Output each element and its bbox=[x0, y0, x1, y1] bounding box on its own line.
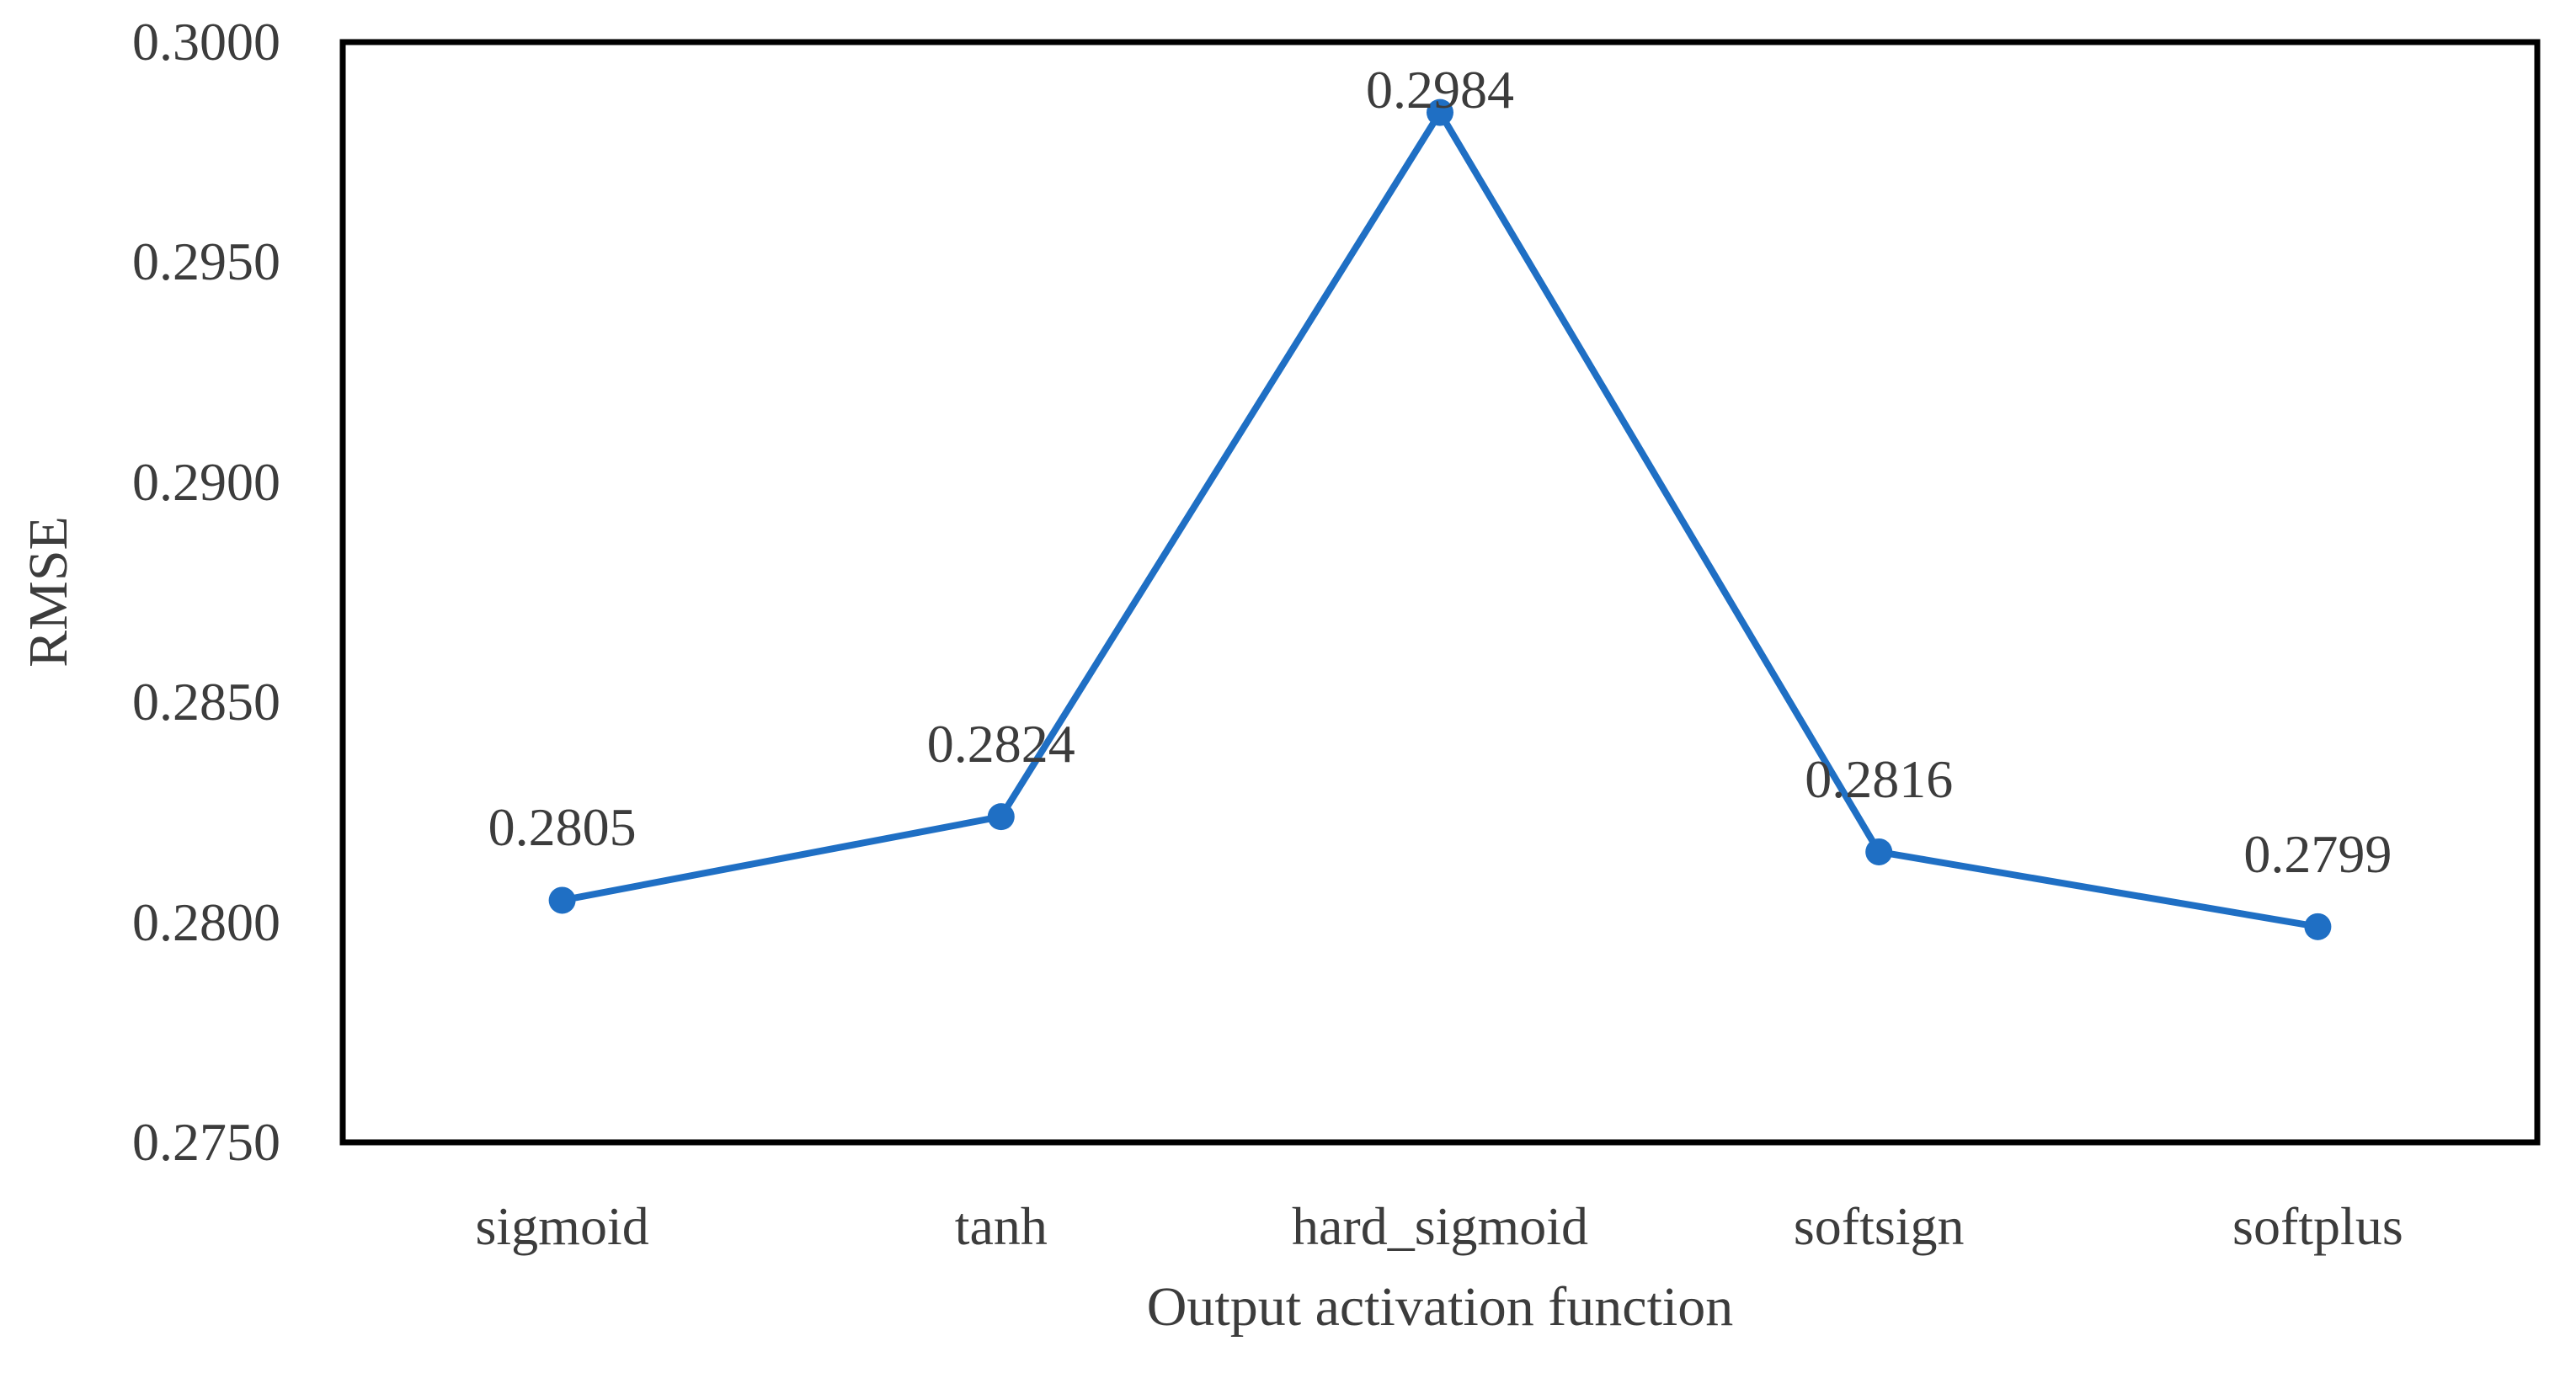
y-axis-tick-label: 0.2800 bbox=[132, 891, 280, 952]
y-axis-title: RMSE bbox=[18, 516, 79, 668]
data-label: 0.2824 bbox=[926, 714, 1075, 774]
data-point-marker bbox=[1427, 98, 1453, 126]
data-point-marker bbox=[548, 886, 576, 914]
y-axis-tick-label: 0.2850 bbox=[132, 672, 280, 732]
x-axis-tick-label: sigmoid bbox=[475, 1196, 649, 1256]
data-point-marker bbox=[1865, 838, 1893, 865]
x-axis-tick-label: softplus bbox=[2232, 1196, 2403, 1256]
data-label: 0.2805 bbox=[488, 797, 637, 858]
data-point-marker bbox=[987, 803, 1015, 831]
plot-area-border bbox=[339, 39, 2541, 1146]
data-point-marker bbox=[2304, 913, 2332, 940]
data-label: 0.2799 bbox=[2243, 823, 2392, 884]
data-label: 0.2816 bbox=[1805, 748, 1954, 809]
y-axis-tick-label: 0.3000 bbox=[132, 12, 280, 72]
y-axis-tick-label: 0.2950 bbox=[132, 231, 280, 292]
x-axis-tick-label: softsign bbox=[1793, 1196, 1965, 1256]
y-axis-tick-label: 0.2750 bbox=[132, 1112, 280, 1172]
x-axis-tick-label: hard_sigmoid bbox=[1292, 1196, 1588, 1256]
data-label: 0.2984 bbox=[1366, 60, 1514, 120]
x-axis-tick-label: tanh bbox=[954, 1196, 1048, 1256]
y-axis-tick-label: 0.2900 bbox=[132, 451, 280, 512]
x-axis-title: Output activation function bbox=[1146, 1276, 1734, 1338]
